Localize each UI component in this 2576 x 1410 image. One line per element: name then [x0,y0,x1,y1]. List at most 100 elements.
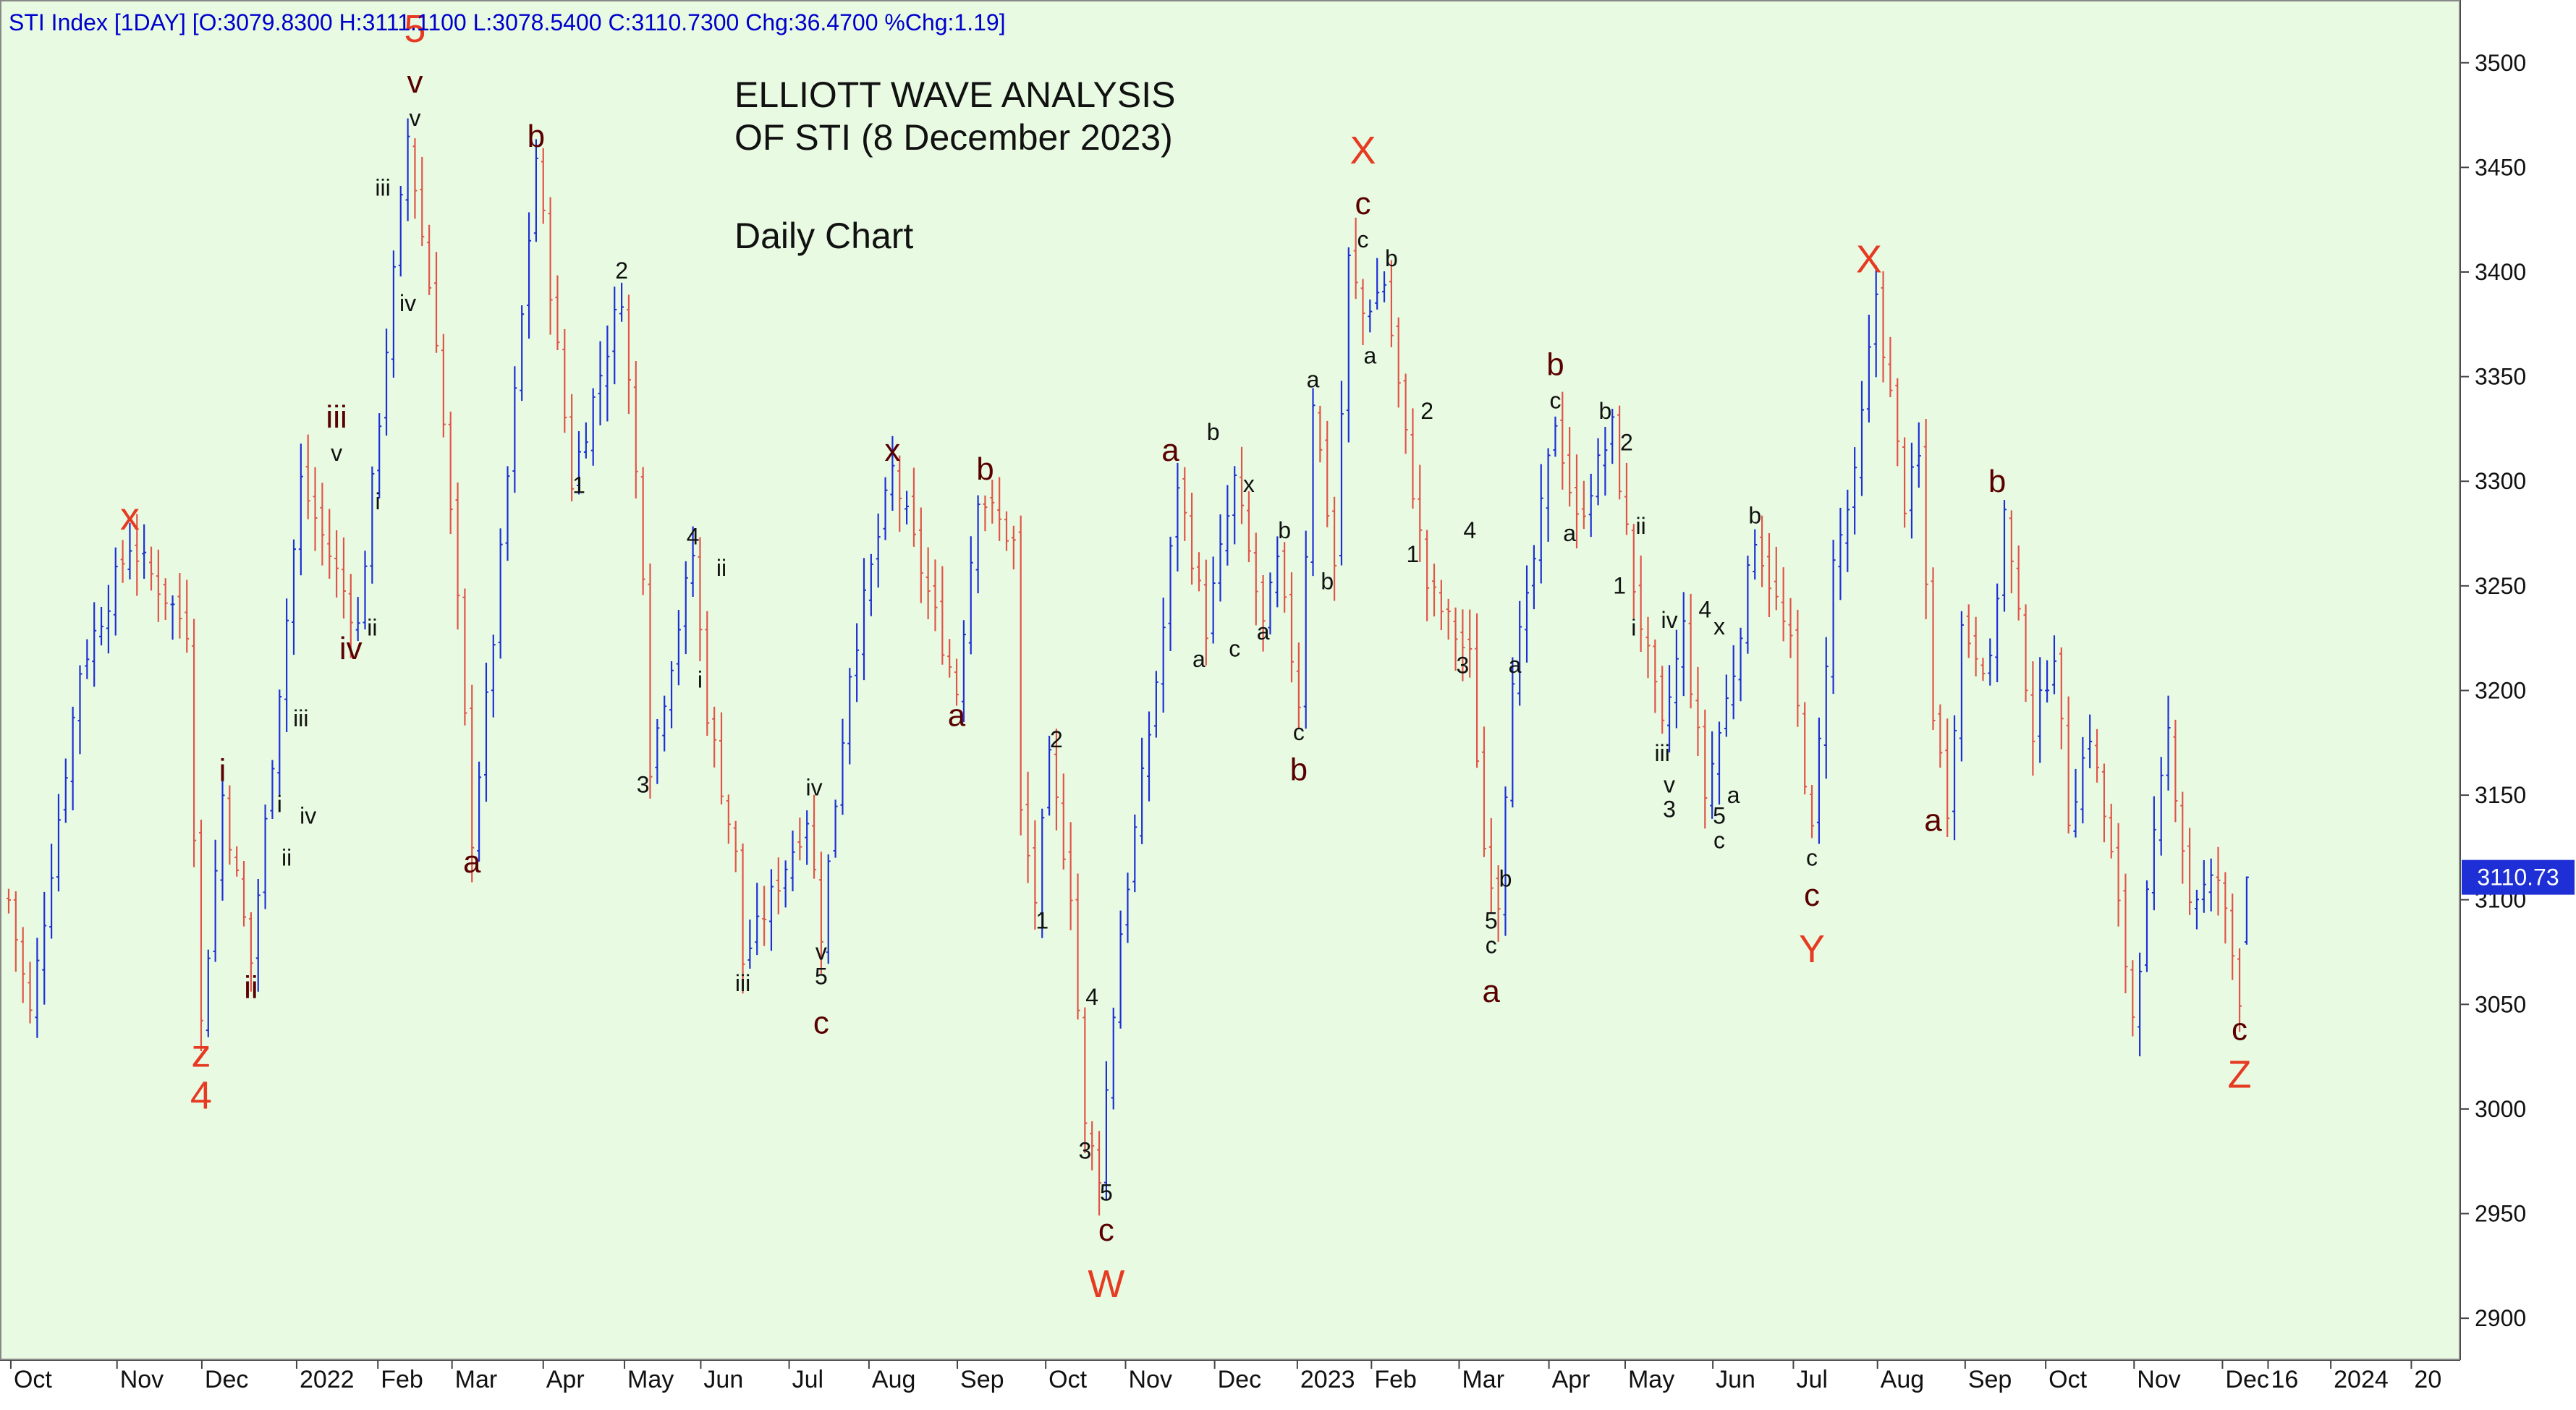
ohlc-bar [113,547,118,636]
ohlc-bar [20,927,25,1003]
ohlc-bar [705,611,710,736]
ohlc-bar [1816,717,1821,844]
ohlc-bar [255,879,260,992]
ohlc-bar [2059,647,2064,749]
ohlc-bar [2051,635,2056,695]
x-tick-label: Apr [546,1366,585,1393]
ohlc-bar [2030,661,2035,776]
ohlc-bar [227,785,232,865]
wave-label: 5 [815,964,828,990]
ohlc-bar [1346,247,1351,443]
ohlc-bar [712,706,717,768]
ohlc-bar [1275,536,1280,608]
ohlc-bar [2216,846,2221,916]
ohlc-bar [142,524,147,579]
ohlc-bar [983,495,988,532]
ohlc-bar [198,820,203,1052]
x-tick-label: Dec [1218,1366,1261,1393]
ohlc-bar [491,634,496,718]
ohlc-bar [163,578,168,620]
ohlc-bar [1147,711,1151,802]
ohlc-bar [1710,731,1715,819]
ohlc-bar [2166,695,2171,791]
ohlc-bar [1952,715,1957,841]
ohlc-bar [690,526,695,598]
ohlc-bar [990,479,995,524]
ohlc-bar [940,566,945,665]
ohlc-bar [206,949,211,1037]
ohlc-bar [605,326,610,422]
ohlc-bar [284,598,289,732]
ohlc-bar [427,224,432,295]
ohlc-bar [120,540,125,583]
ohlc-bar [512,366,517,493]
ohlc-bar [1488,817,1494,913]
wave-label: a [1192,646,1206,672]
wave-label: a [1307,367,1320,393]
ohlc-bar [1446,598,1451,640]
y-tick-label: 3400 [2475,259,2526,285]
ohlc-bar [1453,607,1458,671]
ohlc-bar [1966,604,1971,658]
wave-label: iii [326,399,347,435]
ohlc-bar [1638,555,1643,653]
ohlc-bar [1503,786,1508,936]
wave-label: 4 [190,1074,212,1117]
ohlc-bar [1033,820,1038,930]
ohlc-bar [127,522,132,579]
wave-label: c [1293,719,1305,745]
wave-label: 4 [1698,597,1711,623]
wave-label: a [1727,782,1740,808]
ohlc-bar [1296,642,1301,729]
ohlc-bar [818,851,823,974]
wave-label: Z [2228,1053,2252,1097]
ohlc-bar [1753,529,1758,580]
ohlc-bar [619,282,624,322]
y-tick-label: 3150 [2475,782,2526,808]
wave-label: 2 [1420,398,1433,424]
wave-label: b [1385,245,1398,271]
chart-title-line2: OF STI (8 December 2023) [734,117,1173,158]
ohlc-bar [2095,729,2100,783]
ohlc-bar [868,553,873,616]
ohlc-bar [1425,530,1430,621]
wave-label: ii [716,555,726,581]
ohlc-bar [1645,616,1651,679]
ohlc-bar [1481,726,1486,857]
ohlc-bar [1103,1061,1109,1199]
wave-label: b [976,451,993,487]
ohlc-bar [1168,536,1173,652]
x-tick-label: Aug [1881,1366,1925,1393]
ohlc-bar [2138,952,2143,1057]
x-tick-label: Jun [1716,1366,1755,1393]
ohlc-bar [2009,510,2014,594]
ohlc-bar [363,551,368,630]
ohlc-bar [1667,665,1672,753]
ohlc-bar [1040,808,1045,938]
ohlc-bar [1852,447,1857,535]
wave-label: c [1098,1212,1114,1248]
wave-label: a [1257,619,1270,645]
ohlc-bar [1218,514,1223,602]
x-tick-label: Sep [1968,1366,2012,1393]
ohlc-bar [1111,1007,1116,1110]
ohlc-bar [234,846,240,877]
ohlc-bar [1047,735,1052,816]
ohlc-bar [263,804,268,909]
wave-label: c [1806,845,1818,871]
x-tick-label: Oct [1048,1366,1087,1393]
ohlc-bar [1318,405,1323,463]
ohlc-bar [1674,629,1679,729]
ohlc-bar [1881,271,1886,383]
ohlc-bar [1717,721,1721,805]
ohlc-bar [520,305,525,402]
ohlc-bar [997,477,1002,541]
ohlc-bar [883,477,888,540]
ohlc-bar [270,760,275,820]
ohlc-bar [847,668,852,765]
ohlc-bar [13,891,18,972]
ohlc-bar [1766,532,1771,617]
x-tick-label: 2024 [2334,1366,2389,1393]
wave-label: c [1713,828,1725,854]
ohlc-bar [805,810,810,865]
